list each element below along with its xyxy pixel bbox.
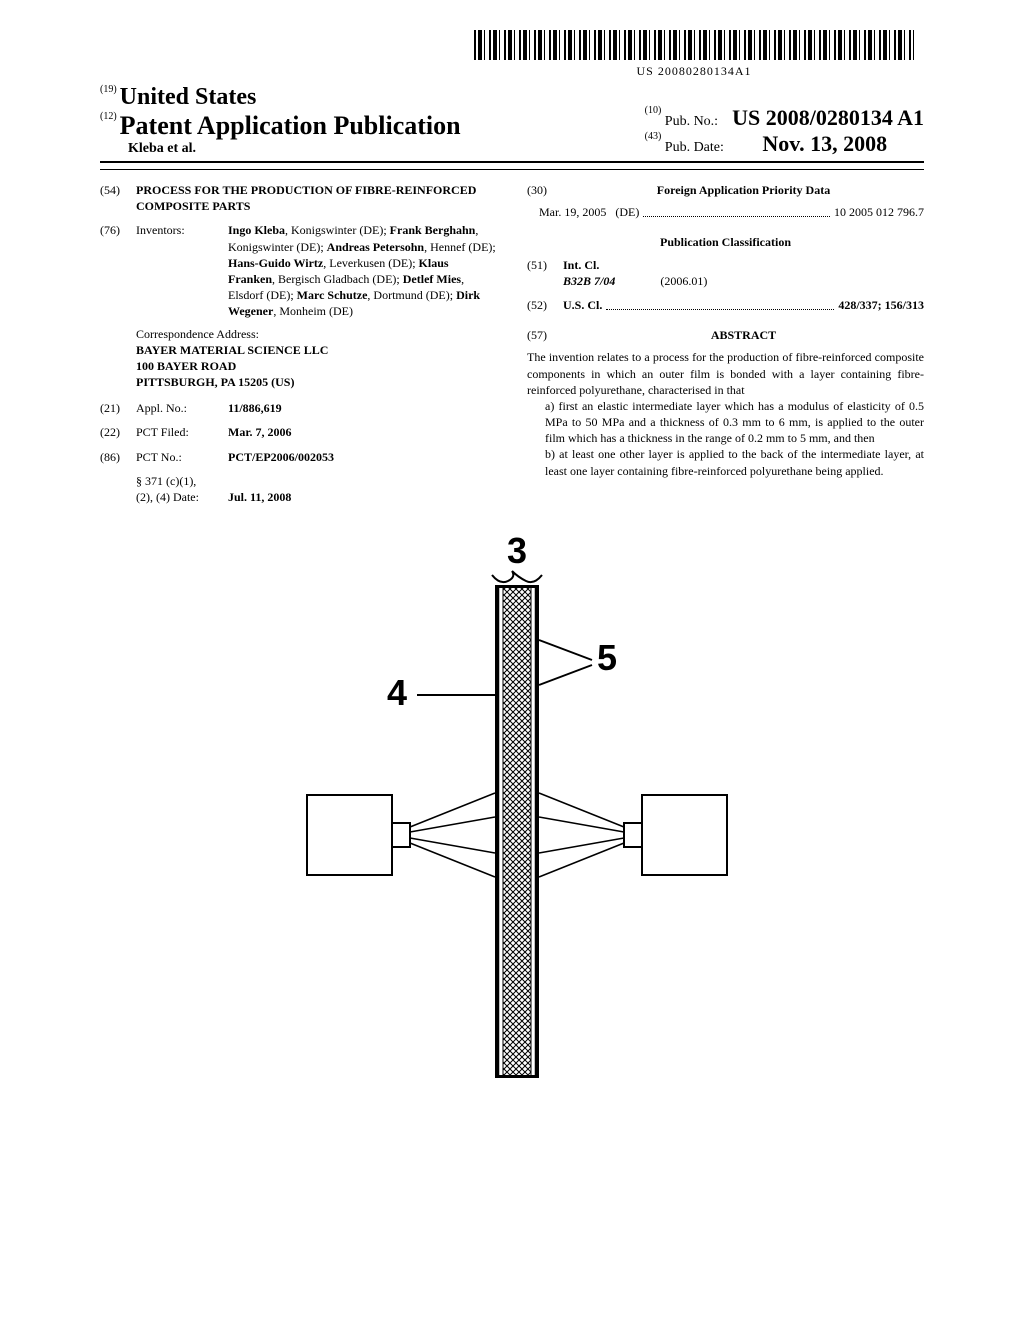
figure: 3 4 5 [100, 535, 924, 1099]
pctfiled-value: Mar. 7, 2006 [228, 424, 497, 440]
barcode-text: US 20080280134A1 [474, 64, 914, 79]
figure-label-4: 4 [387, 672, 407, 713]
barcode-stripes [474, 30, 914, 60]
inventors-code: (76) [100, 222, 136, 319]
code-19: (19) [100, 84, 117, 95]
pctfiled-code: (22) [100, 424, 136, 440]
code-12: (12) [100, 111, 117, 122]
correspondence-block: Correspondence Address: BAYER MATERIAL S… [136, 326, 497, 391]
uscl-label: U.S. Cl. [563, 297, 602, 313]
abstract-code: (57) [527, 327, 563, 343]
s371-line2-label: (2), (4) Date: [136, 489, 228, 505]
title-code: (54) [100, 182, 136, 214]
abstract-item-b: b) at least one other layer is applied t… [545, 446, 924, 478]
header: (19) United States (12) Patent Applicati… [100, 84, 924, 163]
foreign-number: 10 2005 012 796.7 [834, 204, 924, 220]
applno-value: 11/886,619 [228, 400, 497, 416]
pubdate-label: Pub. Date: [665, 140, 724, 155]
left-column: (54) PROCESS FOR THE PRODUCTION OF FIBRE… [100, 182, 497, 505]
s371-line2-value: Jul. 11, 2008 [228, 489, 291, 505]
pubclass-title: Publication Classification [527, 234, 924, 250]
applno-label: Appl. No.: [136, 400, 228, 416]
correspondence-line3: PITTSBURGH, PA 15205 (US) [136, 374, 497, 390]
authors-line: Kleba et al. [128, 141, 196, 156]
barcode-block: US 20080280134A1 [100, 30, 914, 79]
abstract-intro: The invention relates to a process for t… [527, 349, 924, 398]
foreign-date: Mar. 19, 2005 [539, 204, 606, 220]
foreign-code: (30) [527, 182, 563, 198]
right-column: (30) Foreign Application Priority Data M… [527, 182, 924, 505]
intcl-code: (51) [527, 257, 563, 289]
figure-svg: 3 4 5 [252, 535, 772, 1095]
inventors-list: Ingo Kleba, Konigswinter (DE); Frank Ber… [228, 222, 497, 319]
foreign-title: Foreign Application Priority Data [563, 182, 924, 198]
dotted-line-2 [606, 309, 834, 310]
correspondence-line1: BAYER MATERIAL SCIENCE LLC [136, 342, 497, 358]
pctno-value: PCT/EP2006/002053 [228, 449, 497, 465]
pctfiled-label: PCT Filed: [136, 424, 228, 440]
uscl-code: (52) [527, 297, 563, 313]
intcl-label: Int. Cl. [563, 258, 599, 272]
code-10: (10) [645, 105, 662, 116]
country: United States [120, 84, 257, 110]
intcl-date: (2006.01) [660, 274, 707, 288]
foreign-country: (DE) [615, 204, 639, 220]
intcl-class: B32B 7/04 [563, 274, 615, 288]
pctno-label: PCT No.: [136, 449, 228, 465]
applno-code: (21) [100, 400, 136, 416]
correspondence-label: Correspondence Address: [136, 326, 497, 342]
s371-line1: § 371 (c)(1), [136, 473, 497, 489]
pubno-label: Pub. No.: [665, 114, 718, 129]
dotted-line [643, 216, 830, 217]
abstract-title: ABSTRACT [563, 327, 924, 343]
correspondence-line2: 100 BAYER ROAD [136, 358, 497, 374]
figure-label-5: 5 [597, 637, 617, 678]
title-text: PROCESS FOR THE PRODUCTION OF FIBRE-REIN… [136, 182, 497, 214]
doc-type: Patent Application Publication [120, 111, 461, 140]
pubno: US 2008/0280134 A1 [732, 105, 924, 130]
figure-label-3: 3 [507, 535, 527, 571]
uscl-value: 428/337; 156/313 [838, 297, 924, 313]
abstract-item-a: a) first an elastic intermediate layer w… [545, 398, 924, 447]
code-43: (43) [645, 131, 662, 142]
pubdate: Nov. 13, 2008 [762, 131, 887, 156]
inventors-label: Inventors: [136, 222, 228, 319]
pctno-code: (86) [100, 449, 136, 465]
